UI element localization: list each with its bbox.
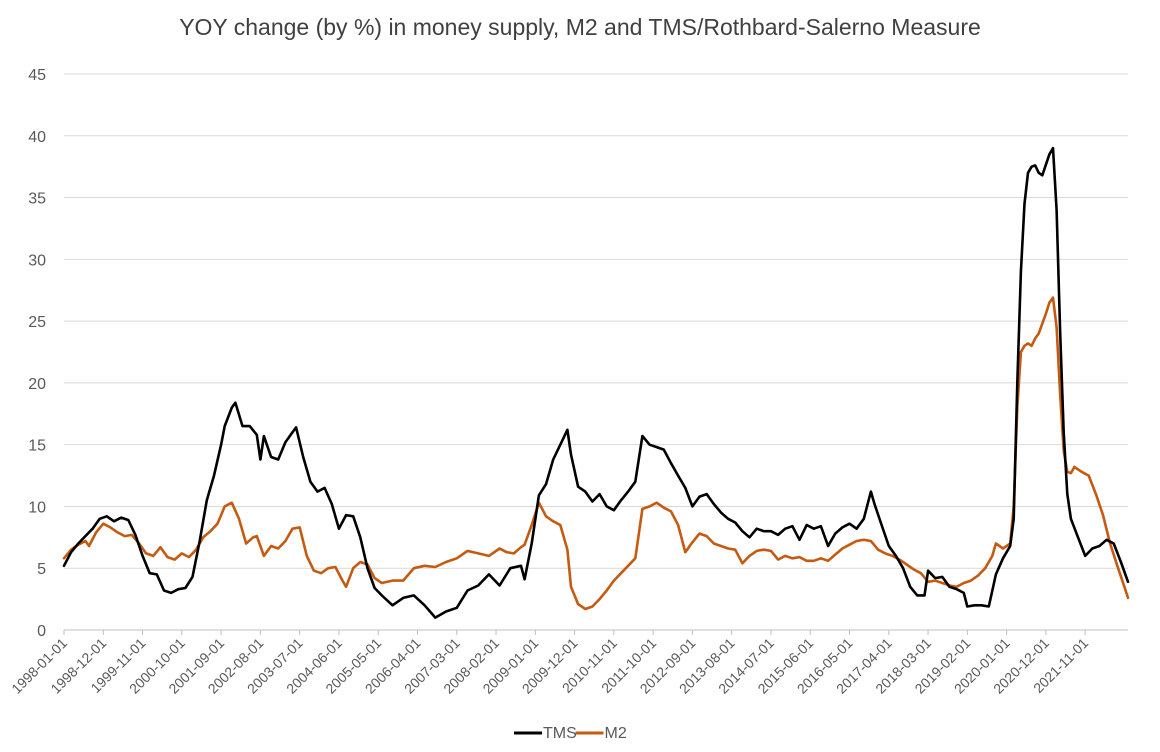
y-tick-label: 5: [37, 561, 46, 578]
y-tick-label: 15: [28, 438, 46, 455]
series-line-tms: [62, 146, 1130, 619]
y-tick-label: 20: [28, 376, 46, 393]
chart-title: YOY change (by %) in money supply, M2 an…: [179, 14, 981, 40]
y-tick-label: 45: [28, 67, 46, 84]
x-axis: 1998-01-011998-12-011999-11-012000-10-01…: [8, 630, 1091, 697]
y-tick-label: 10: [28, 499, 46, 516]
gridlines: [64, 73, 1128, 631]
legend-label-m2: M2: [605, 725, 627, 742]
y-tick-label: 35: [28, 191, 46, 208]
y-tick-label: 30: [28, 252, 46, 269]
y-tick-label: 25: [28, 314, 46, 331]
y-tick-label: 0: [37, 623, 46, 640]
series-line-m2: [62, 296, 1130, 611]
series-lines: [62, 146, 1130, 619]
legend-label-tms: TMS: [543, 725, 577, 742]
y-tick-label: 40: [28, 129, 46, 146]
y-axis-ticks: 0 5 10 15 20 25 30 35 40 45: [28, 67, 46, 640]
legend: TMS M2: [514, 725, 627, 742]
